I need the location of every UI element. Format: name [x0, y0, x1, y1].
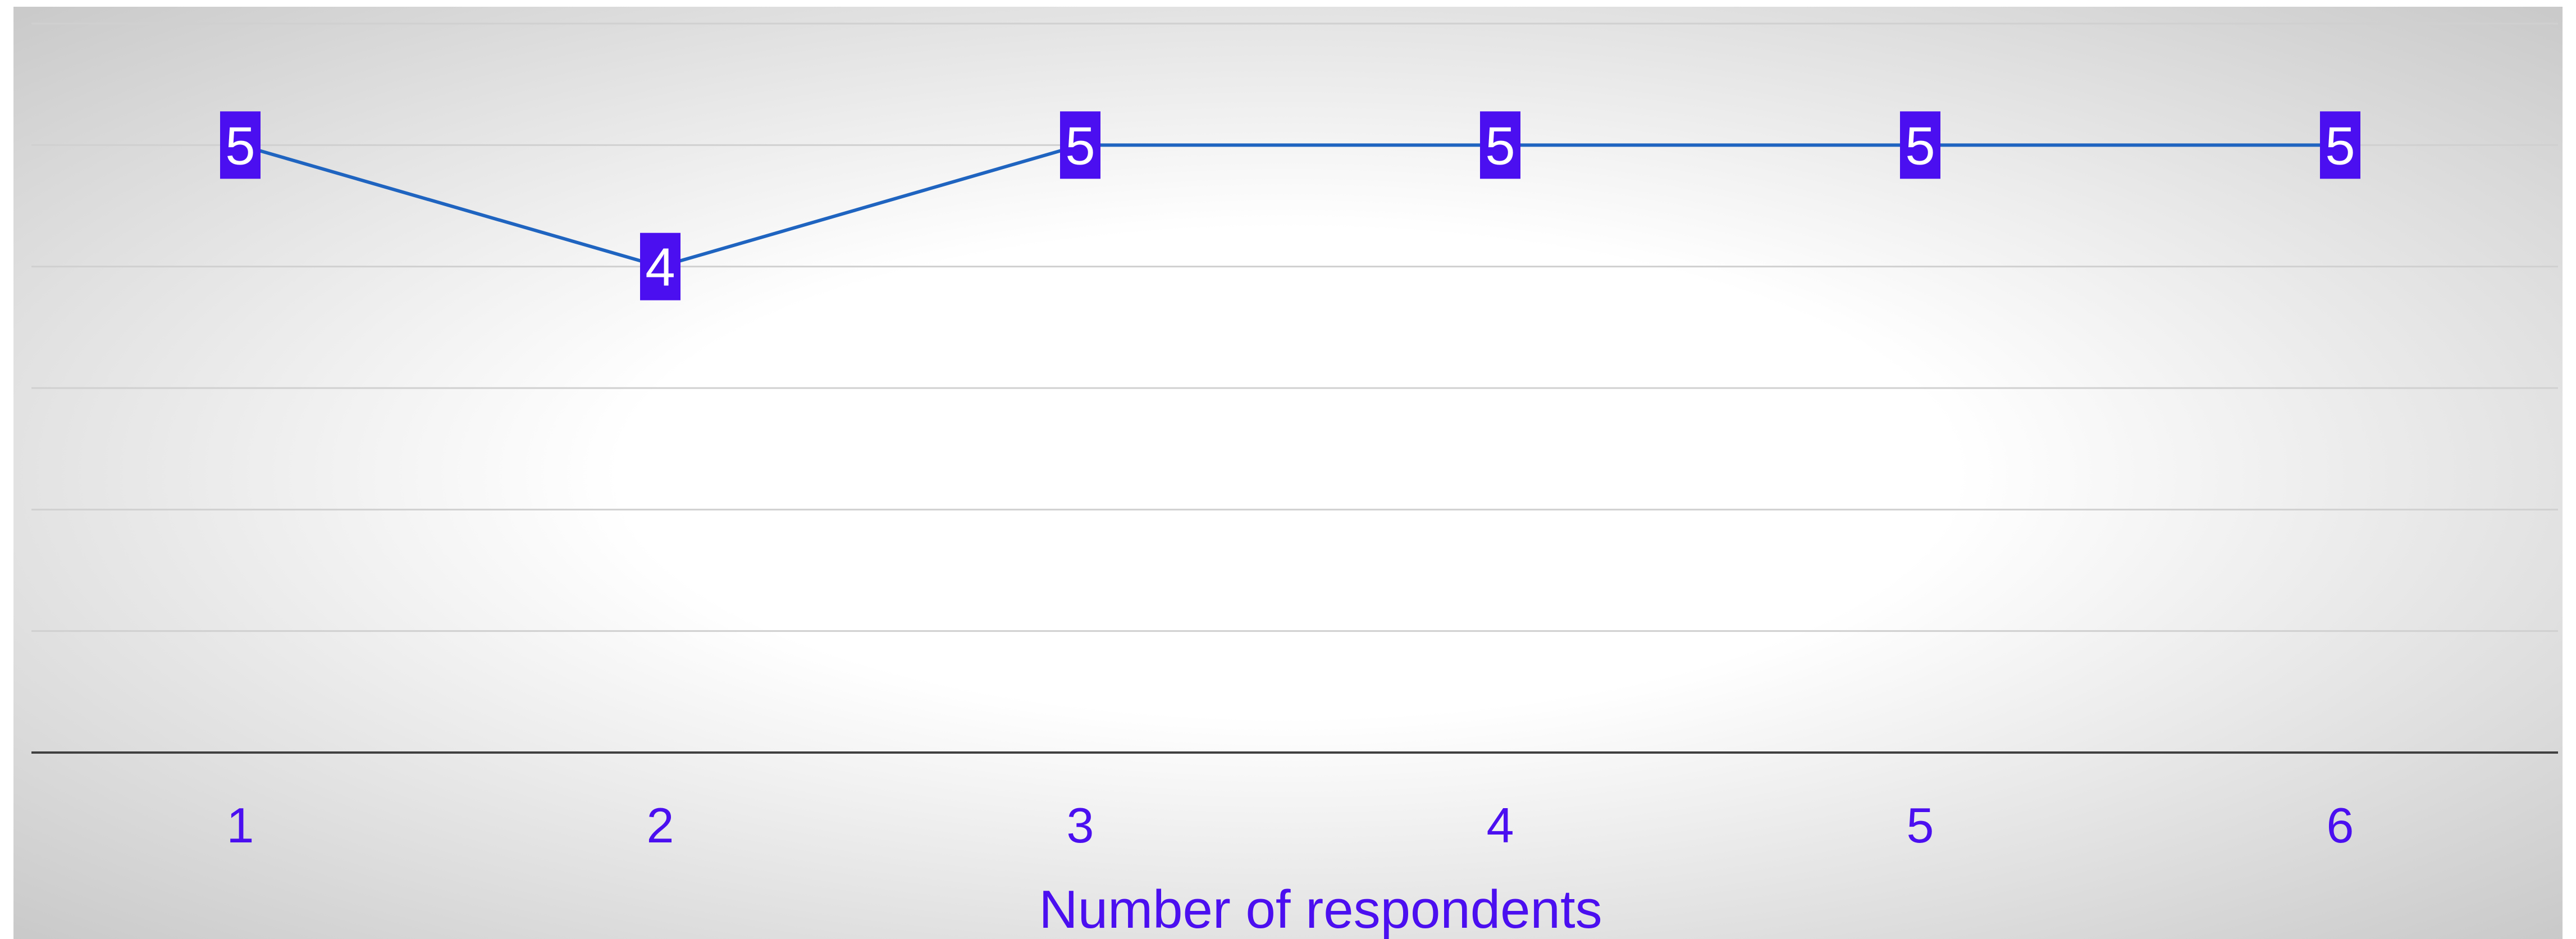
data-label-text: 5	[2325, 116, 2355, 176]
x-tick-label: 6	[2327, 797, 2354, 853]
series-group	[240, 143, 2340, 268]
data-label-box	[220, 111, 261, 179]
data-label-box	[1060, 111, 1100, 179]
data-label: 5	[1060, 111, 1100, 179]
data-label-text: 5	[1065, 116, 1095, 176]
data-label-box	[2320, 111, 2360, 179]
data-label: 5	[1480, 111, 1520, 179]
data-label-box	[1480, 111, 1520, 179]
x-tick-labels: 1 2 3 4 5 6	[227, 797, 2354, 853]
chart-background	[13, 7, 2563, 939]
data-label-text: 5	[225, 116, 255, 176]
x-tick-label: 5	[1907, 797, 1934, 853]
data-label-text: 5	[1485, 116, 1515, 176]
data-label-text: 5	[1905, 116, 1935, 176]
data-label: 4	[640, 233, 680, 300]
x-tick-label: 2	[647, 797, 674, 853]
data-labels: 5 4 5 5 5 5	[220, 111, 2360, 300]
data-label: 5	[220, 111, 261, 179]
x-tick-label: 4	[1487, 797, 1514, 853]
data-label-text: 4	[645, 238, 675, 298]
x-tick-label: 1	[227, 797, 254, 853]
x-tick-label: 3	[1067, 797, 1094, 853]
series-line	[240, 143, 2340, 268]
x-axis-title: Number of respondents	[1039, 879, 1602, 939]
data-label-box	[640, 233, 680, 300]
gridlines	[31, 22, 2558, 632]
data-label: 5	[2320, 111, 2360, 179]
data-label: 5	[1900, 111, 1940, 179]
data-label-box	[1900, 111, 1940, 179]
